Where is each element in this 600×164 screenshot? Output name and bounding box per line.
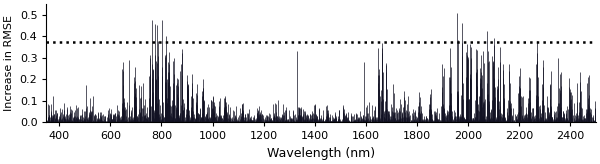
Y-axis label: Increase in RMSE: Increase in RMSE	[4, 15, 14, 111]
X-axis label: Wavelength (nm): Wavelength (nm)	[267, 147, 375, 160]
